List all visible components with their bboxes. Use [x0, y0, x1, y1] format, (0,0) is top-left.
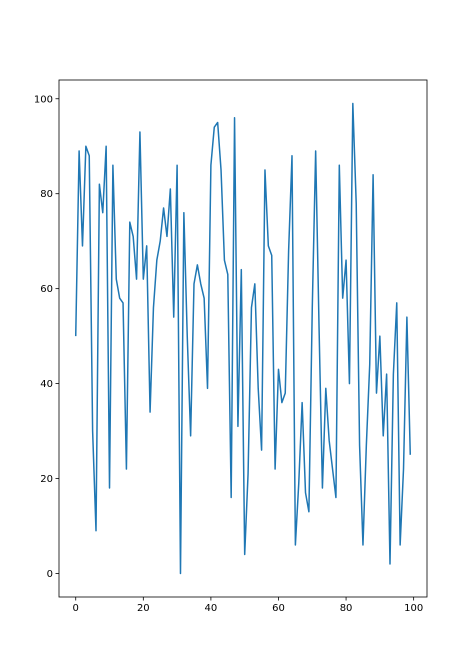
- axes-frame: [58, 79, 428, 598]
- line: [74, 102, 412, 575]
- x-tick-label: 20: [137, 603, 150, 614]
- x-tick-label: 100: [404, 603, 423, 614]
- x-tick-label: 80: [340, 603, 353, 614]
- y-tick-label: 100: [34, 94, 53, 105]
- y-tick-label: 80: [40, 189, 53, 200]
- y-tick-label: 40: [40, 379, 53, 390]
- x-tick-label: 40: [205, 603, 218, 614]
- plot-area: [74, 102, 412, 575]
- y-tick-label: 20: [40, 474, 53, 485]
- y-tick-label: 0: [47, 569, 53, 580]
- y-tick-label: 60: [40, 284, 53, 295]
- x-tick-label: 0: [73, 603, 79, 614]
- x-tick-label: 60: [272, 603, 285, 614]
